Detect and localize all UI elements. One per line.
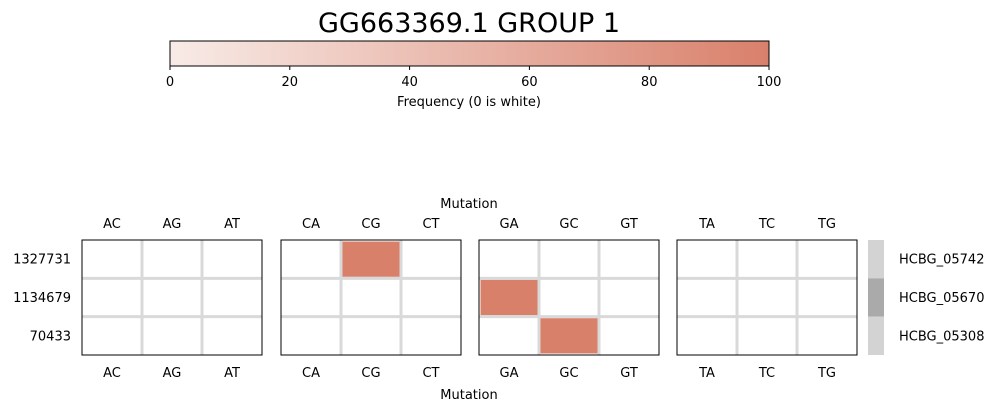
heatmap-cell [83,318,141,354]
gene-label: HCBG_05670 [899,291,984,306]
column-label-top: GC [559,217,578,232]
heatmap-cell [480,241,538,277]
column-label-top: AC [103,217,121,232]
heatmap-cell [282,318,340,354]
colorbar-tick-label: 100 [757,75,782,90]
gene-label: HCBG_05742 [899,253,984,268]
heatmap-panels: ACACAGAGATATCACACGCGCTCTGAGAGCGCGTGTTATA… [81,217,858,381]
column-label-bottom: CT [422,366,439,381]
heatmap-cell [738,279,796,316]
colorbar-ticks: 0 20 40 60 80 100 [166,66,782,90]
heatmap-panel: CA CA CG CG CT CT [280,217,462,381]
heatmap-panel: AC AC AG AG AT AT [81,217,263,381]
colorbar-gradient [169,40,770,67]
panel-frame [280,239,462,356]
gene-strip-cell [868,240,884,279]
chart-title: GG663369.1 GROUP 1 [318,8,620,39]
heatmap-cell [738,318,796,354]
colorbar-tick-label: 60 [521,75,538,90]
heatmap-panel: GA GA GC GC GT GT [478,217,660,381]
heatmap-cell [83,241,141,277]
x-axis-label-top: Mutation [440,197,497,212]
column-label-top: CT [422,217,439,232]
heatmap-cell [738,241,796,277]
colorbar-tick-label: 20 [282,75,299,90]
row-label: 1327731 [13,253,71,268]
panel-frame [478,239,660,356]
heatmap-cell [342,318,400,354]
heatmap-cell [83,279,141,316]
heatmap-cell [203,279,261,316]
heatmap-cell [402,279,460,316]
column-label-top: TA [698,217,715,232]
row-label: 1134679 [13,291,71,306]
heatmap-cell [600,279,658,316]
heatmap-cell [480,318,538,354]
column-label-top: TC [758,217,775,232]
column-label-bottom: TG [817,366,836,381]
column-label-bottom: TA [698,366,715,381]
heatmap-cell [143,279,201,316]
column-label-bottom: CA [302,366,320,381]
heatmap-cell [798,318,856,354]
row-labels: 1327731 1134679 70433 [13,253,71,345]
colorbar-tick-label: 80 [641,75,658,90]
colorbar-tick-label: 40 [401,75,418,90]
heatmap-cell [798,241,856,277]
heatmap-cell [143,241,201,277]
column-label-bottom: AG [163,366,182,381]
gene-strip-cell [868,316,884,355]
heatmap-cell [203,241,261,277]
heatmap-cell [143,318,201,354]
column-label-bottom: AT [224,366,240,381]
column-label-bottom: TC [758,366,775,381]
heatmap-cell [480,279,538,316]
heatmap-cell [402,318,460,354]
heatmap-cell [402,241,460,277]
column-label-top: AG [163,217,182,232]
heatmap-cell [678,241,736,277]
row-label: 70433 [30,329,71,344]
heatmap-cell [678,279,736,316]
colorbar: 0 20 40 60 80 100 Frequency (0 is white) [166,40,782,110]
panel-frame [81,239,263,356]
colorbar-label: Frequency (0 is white) [397,95,541,110]
gene-strip: HCBG_05742 HCBG_05670 HCBG_05308 [868,240,984,355]
heatmap-cell [342,279,400,316]
column-label-top: GA [500,217,519,232]
x-axis-label-bottom: Mutation [440,388,497,403]
panel-frame [676,239,858,356]
column-label-top: CA [302,217,320,232]
heatmap-panel: TA TA TC TC TG TG [676,217,858,381]
heatmap-cell [540,241,598,277]
heatmap-cell [342,241,400,277]
column-label-top: GT [620,217,638,232]
heatmap-cell [600,318,658,354]
heatmap-cell [282,241,340,277]
column-label-bottom: CG [361,366,380,381]
heatmap-cell [678,318,736,354]
heatmap-cell [540,279,598,316]
gene-label: HCBG_05308 [899,329,984,344]
column-label-top: TG [817,217,836,232]
column-label-bottom: AC [103,366,121,381]
column-label-top: AT [224,217,240,232]
heatmap-cell [282,279,340,316]
column-label-bottom: GA [500,366,519,381]
heatmap-cell [600,241,658,277]
column-label-bottom: GT [620,366,638,381]
gene-strip-cell [868,278,884,317]
heatmap-cell [540,318,598,354]
colorbar-tick-label: 0 [166,75,174,90]
column-label-bottom: GC [559,366,578,381]
heatmap-cell [203,318,261,354]
heatmap-cell [798,279,856,316]
column-label-top: CG [361,217,380,232]
